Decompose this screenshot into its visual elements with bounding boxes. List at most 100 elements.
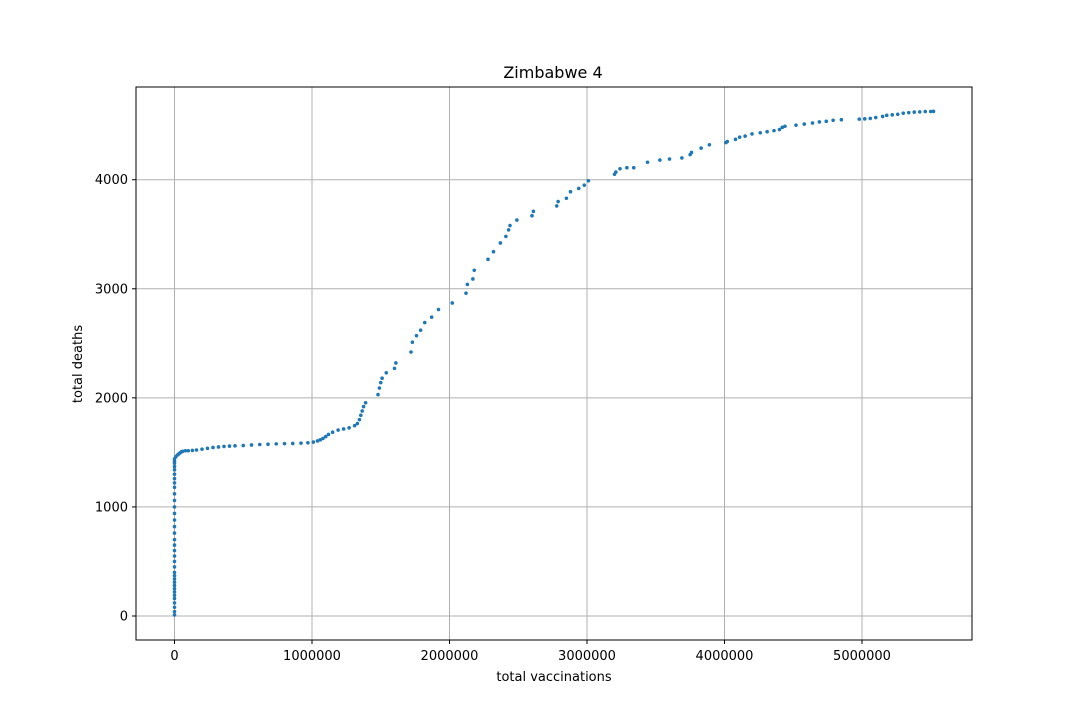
- data-point: [429, 315, 434, 319]
- data-point: [409, 350, 413, 354]
- data-point: [241, 443, 246, 448]
- data-point: [290, 441, 295, 446]
- data-point: [274, 442, 279, 446]
- data-point: [923, 109, 928, 114]
- data-point: [249, 443, 254, 447]
- data-point: [392, 366, 397, 371]
- data-points: [172, 109, 936, 617]
- data-point: [352, 423, 357, 428]
- data-point: [450, 301, 455, 305]
- plot-area-frame: [135, 86, 973, 641]
- data-point: [205, 446, 210, 451]
- data-point: [783, 124, 787, 129]
- data-point: [172, 468, 177, 472]
- data-point: [394, 361, 398, 365]
- data-point: [341, 427, 346, 431]
- data-point: [172, 524, 177, 529]
- data-point: [817, 120, 822, 124]
- y-axis-ticks: 0 1000 2000 3000 4000: [95, 173, 136, 625]
- data-point: [912, 110, 917, 114]
- x-tick-label: 3000000: [558, 649, 616, 664]
- data-point: [227, 444, 232, 448]
- data-point: [422, 320, 427, 325]
- data-point: [831, 118, 835, 123]
- data-point: [266, 442, 270, 447]
- data-point: [172, 481, 177, 485]
- data-point: [733, 137, 738, 142]
- data-point: [765, 129, 769, 134]
- x-tick-label: 1000000: [283, 649, 341, 664]
- y-gridlines: [136, 179, 972, 617]
- x-tick-label: 5000000: [833, 649, 891, 664]
- data-point: [504, 234, 508, 239]
- data-point: [895, 112, 900, 117]
- data-point: [515, 218, 519, 222]
- data-point: [347, 426, 351, 430]
- data-point: [172, 548, 177, 553]
- data-point: [631, 165, 636, 170]
- data-point: [172, 613, 177, 617]
- data-point: [172, 559, 177, 564]
- data-point: [873, 115, 878, 120]
- data-point: [172, 498, 177, 503]
- y-tick-label: 0: [120, 610, 128, 625]
- data-point: [498, 241, 503, 245]
- data-point: [707, 143, 712, 147]
- data-point: [928, 109, 933, 114]
- x-axis-label: total vaccinations: [496, 670, 612, 685]
- data-point: [380, 376, 384, 381]
- data-point: [172, 596, 177, 601]
- data-point: [471, 277, 475, 281]
- data-point: [323, 434, 328, 439]
- data-point: [680, 156, 684, 160]
- data-point: [376, 392, 380, 397]
- data-point: [699, 146, 703, 150]
- data-point: [556, 199, 560, 204]
- y-tick-label: 1000: [95, 500, 128, 515]
- data-point: [576, 186, 581, 191]
- data-point: [172, 605, 177, 610]
- data-point: [614, 170, 618, 174]
- data-point: [868, 116, 873, 121]
- data-point: [564, 196, 569, 201]
- data-point: [315, 439, 320, 443]
- data-point: [901, 111, 906, 115]
- data-point: [172, 485, 177, 490]
- x-gridlines: [174, 87, 863, 640]
- data-point: [384, 370, 389, 375]
- data-point: [359, 413, 363, 418]
- data-point: [172, 577, 177, 581]
- data-point: [172, 554, 177, 558]
- data-point: [667, 157, 672, 161]
- data-point: [186, 448, 191, 453]
- data-point: [200, 447, 204, 451]
- data-point: [530, 213, 534, 218]
- x-tick-label: 2000000: [421, 649, 479, 664]
- data-point: [172, 472, 177, 477]
- data-point: [890, 113, 895, 117]
- data-point: [172, 531, 177, 535]
- data-point: [410, 340, 415, 345]
- data-point: [625, 165, 629, 170]
- data-point: [172, 601, 177, 605]
- data-point: [880, 114, 885, 119]
- data-point: [618, 167, 622, 171]
- data-point: [531, 209, 536, 214]
- data-point: [884, 113, 889, 118]
- data-point: [772, 128, 776, 133]
- data-point: [361, 404, 366, 409]
- data-point: [689, 150, 694, 155]
- data-point: [658, 158, 662, 162]
- data-point: [321, 436, 325, 441]
- data-point: [508, 223, 512, 228]
- data-point: [172, 464, 177, 469]
- data-point: [172, 586, 177, 591]
- data-point: [211, 445, 215, 450]
- data-point: [862, 117, 867, 121]
- data-point: [810, 121, 815, 125]
- data-point: [363, 400, 368, 405]
- data-point: [183, 448, 188, 453]
- data-point: [360, 409, 364, 413]
